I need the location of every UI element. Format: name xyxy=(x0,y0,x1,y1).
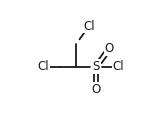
Text: S: S xyxy=(92,60,100,73)
Text: Cl: Cl xyxy=(83,20,95,32)
Text: O: O xyxy=(92,82,101,96)
Text: Cl: Cl xyxy=(113,60,124,73)
Text: Cl: Cl xyxy=(38,60,49,73)
Text: O: O xyxy=(105,42,114,55)
